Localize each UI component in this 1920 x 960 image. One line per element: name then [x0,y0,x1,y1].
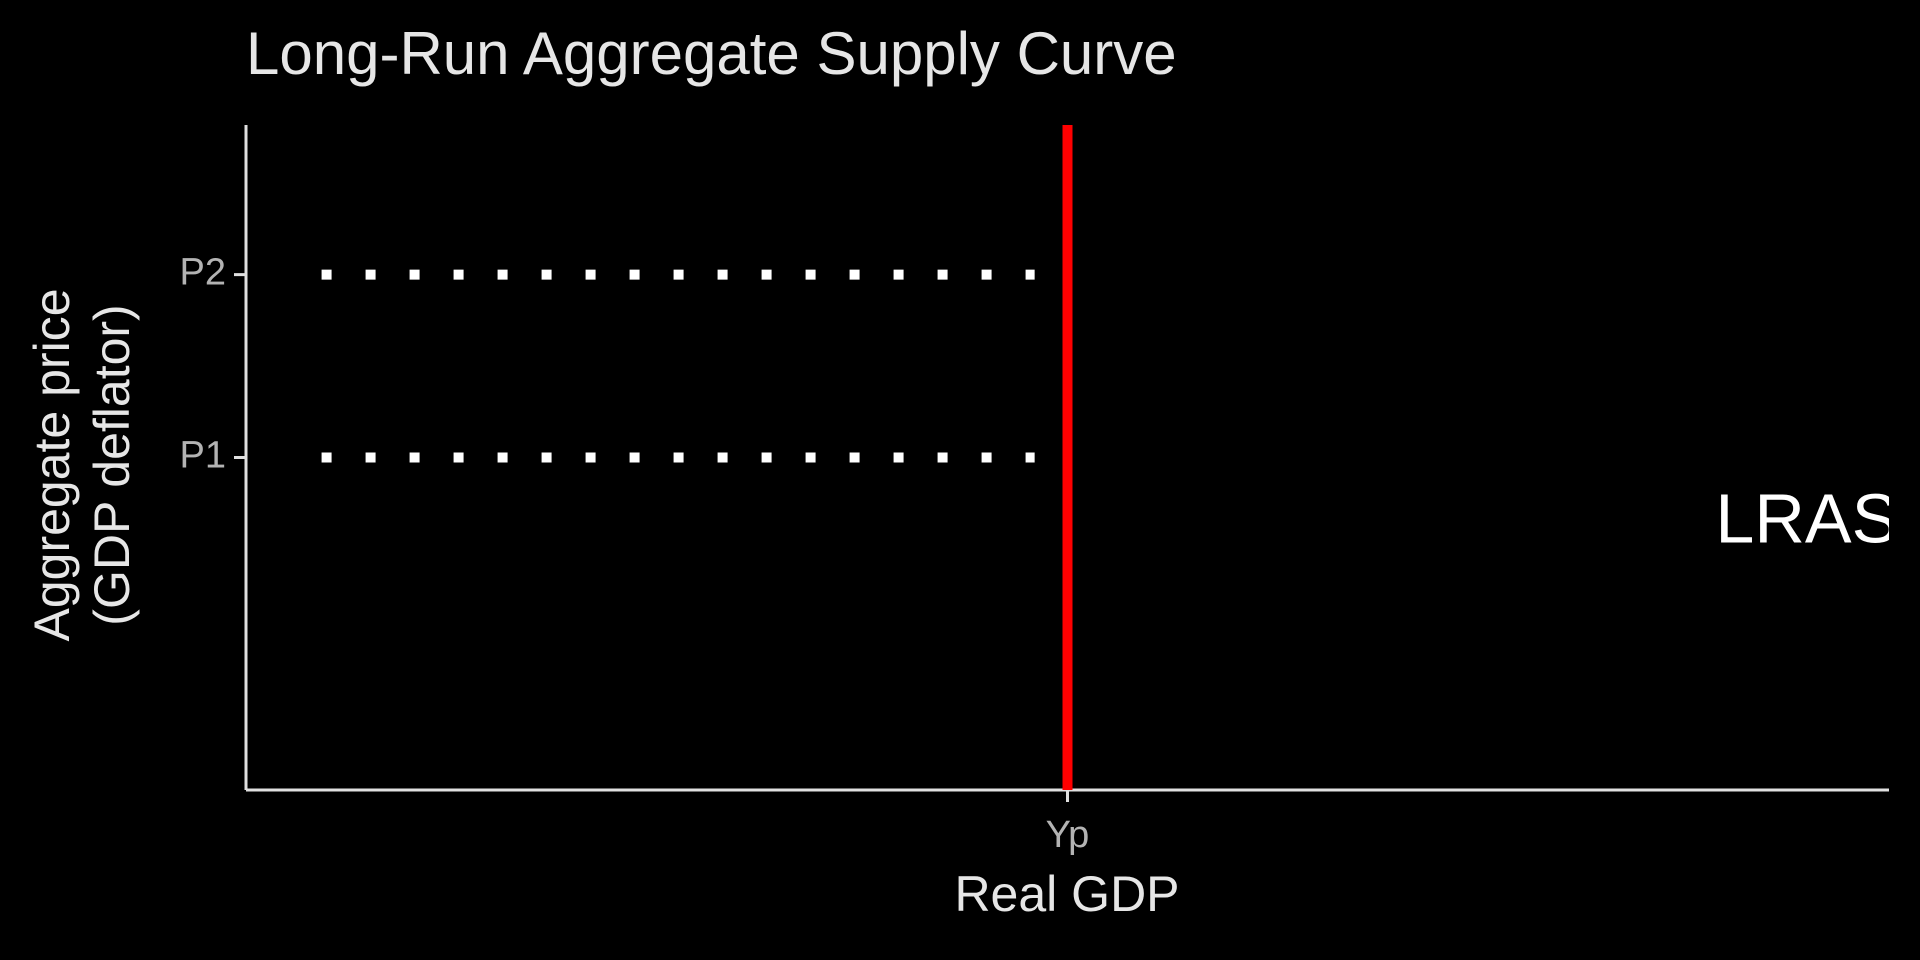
y-tick-label: P1 [180,435,226,477]
y-axis-label: (GDP deflator) [84,304,140,625]
plot-area: LRAS [321,125,1898,790]
y-axis-label: Aggregate price [24,288,80,641]
annotation: LRAS [1715,479,1898,557]
x-axis-label: Real GDP [954,866,1179,922]
chart-title: Long-Run Aggregate Supply Curve [246,20,1177,87]
y-tick-label: P2 [180,252,226,294]
x-tick-label: Yp [1046,814,1090,856]
